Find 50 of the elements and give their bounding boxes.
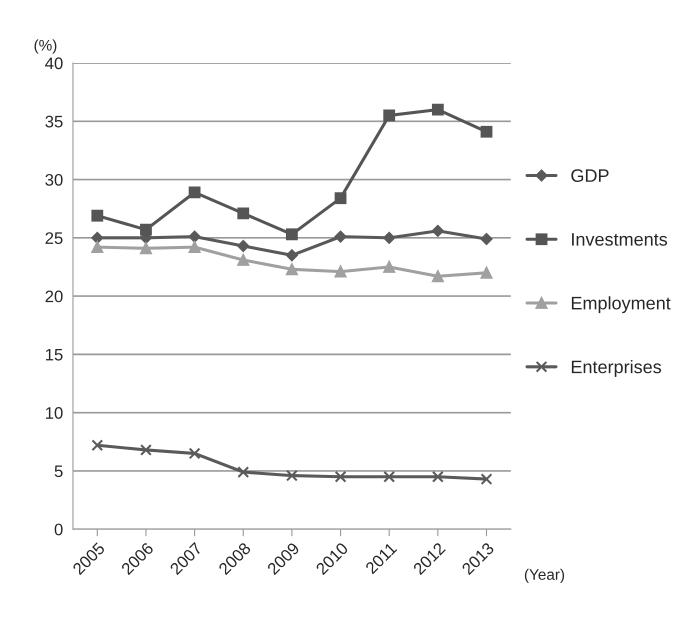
point (383, 232, 396, 244)
y-tick-label: 10 (46, 407, 63, 419)
point (432, 104, 444, 116)
point (286, 228, 298, 240)
legend-label: Enterprises (572, 360, 662, 377)
point (91, 232, 104, 244)
point (432, 270, 444, 282)
y-tick-label: 35 (45, 116, 63, 128)
point (91, 210, 104, 222)
point (480, 473, 492, 485)
y-tick-label: 0 (54, 524, 63, 536)
point (432, 470, 444, 483)
y-tick-label: 40 (45, 57, 63, 70)
point (91, 439, 104, 452)
legend-label: Investments (572, 233, 668, 246)
x-axis-title: (Year) (524, 568, 564, 583)
point (91, 241, 104, 254)
point (480, 266, 492, 279)
point (334, 266, 346, 278)
y-tick-label: 25 (46, 232, 63, 244)
point (237, 240, 250, 252)
y-tick-label: 20 (46, 290, 63, 302)
y-tick-label: 5 (54, 466, 63, 478)
point (334, 192, 346, 204)
point (286, 249, 298, 262)
point (188, 186, 201, 198)
y-tick-label: 15 (46, 348, 63, 361)
point (140, 224, 152, 236)
point (480, 233, 492, 245)
y-tick-label: 30 (45, 174, 63, 186)
point (383, 261, 396, 273)
point (188, 448, 201, 460)
y-axis-title: (%) (34, 39, 56, 54)
point (188, 241, 201, 254)
point (383, 110, 396, 122)
point (286, 263, 298, 276)
point (432, 224, 444, 237)
point (237, 254, 250, 266)
point (286, 470, 298, 482)
point (480, 126, 492, 138)
point (334, 470, 346, 483)
legend-label: GDP (571, 169, 609, 182)
point (237, 207, 250, 220)
point (140, 444, 152, 456)
point (383, 470, 396, 483)
point (237, 466, 250, 478)
legend-label: Employment (572, 296, 671, 314)
point (334, 230, 347, 243)
point (140, 242, 152, 254)
point (188, 230, 201, 243)
